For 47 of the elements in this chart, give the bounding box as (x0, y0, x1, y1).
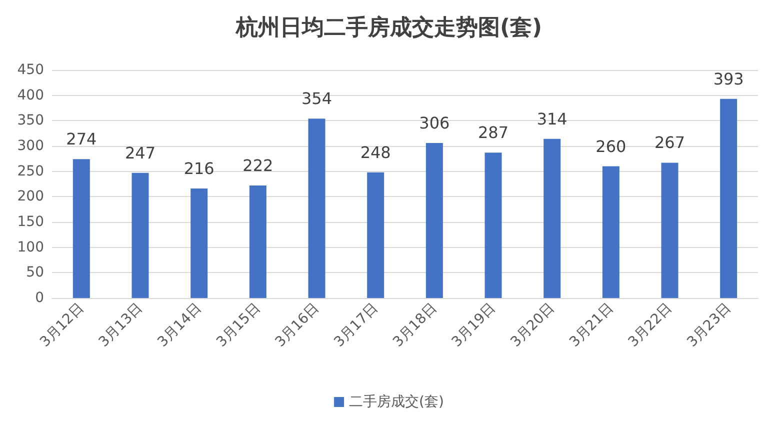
y-tick-label: 150 (17, 214, 44, 230)
data-label: 247 (124, 143, 156, 162)
x-tick-label: 3月21日 (566, 300, 617, 350)
bar (426, 142, 443, 298)
bar (484, 152, 502, 298)
y-tick-label: 0 (35, 290, 44, 306)
bar (72, 159, 90, 298)
data-label: 222 (242, 156, 274, 176)
y-tick-label: 100 (17, 239, 44, 256)
x-tick-label: 3月13日 (96, 300, 146, 350)
data-label: 216 (184, 159, 214, 178)
bar (661, 162, 678, 298)
x-tick-label: 3月20日 (508, 300, 558, 350)
y-tick-label: 300 (17, 138, 44, 154)
y-tick-label: 200 (17, 188, 44, 205)
y-tick-label: 350 (17, 112, 44, 129)
data-label: 393 (713, 69, 744, 88)
x-tick-label: 3月18日 (390, 300, 440, 350)
x-tick-label: 3月22日 (625, 300, 676, 350)
data-label: 267 (654, 133, 686, 152)
y-tick-label: 50 (26, 264, 44, 281)
x-tick-label: 3月23日 (684, 300, 734, 350)
x-tick-label: 3月17日 (331, 300, 382, 350)
data-label: 260 (596, 136, 626, 156)
data-label: 274 (66, 130, 97, 149)
bar (602, 166, 620, 298)
x-tick-label: 3月16日 (272, 300, 322, 350)
bar (249, 186, 266, 298)
bar (544, 138, 561, 298)
y-tick-label: 450 (17, 62, 44, 78)
bar (367, 172, 384, 298)
y-tick-label: 400 (17, 87, 44, 104)
data-label: 248 (360, 142, 391, 162)
x-tick-label: 3月19日 (448, 300, 499, 350)
data-label: 306 (419, 113, 450, 132)
legend-label: 二手房成交(套) (349, 394, 444, 410)
bar (308, 118, 326, 298)
chart-title: 杭州日均二手房成交走势图(套) (234, 14, 542, 40)
x-tick-label: 3月14日 (154, 300, 205, 350)
data-label: 354 (301, 89, 332, 108)
y-tick-label: 250 (17, 163, 44, 180)
data-label: 314 (536, 109, 568, 128)
bar (190, 188, 208, 298)
data-label: 287 (478, 123, 509, 142)
bar (132, 172, 149, 298)
bar (720, 98, 738, 298)
x-tick-label: 3月15日 (214, 300, 264, 350)
